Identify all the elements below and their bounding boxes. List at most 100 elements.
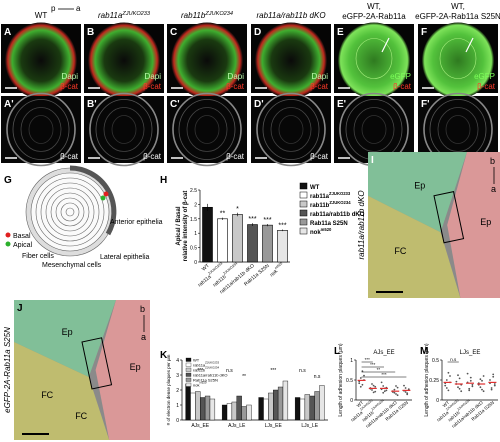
legend-label: rab11a/rab11b dKO bbox=[310, 212, 365, 218]
label-text: rab11b bbox=[181, 11, 206, 20]
bar bbox=[209, 398, 216, 421]
basal-dot bbox=[103, 191, 109, 197]
legend-label: WT bbox=[310, 185, 320, 191]
point bbox=[493, 384, 496, 387]
bar bbox=[247, 224, 258, 263]
significance: *** bbox=[365, 357, 371, 362]
bar bbox=[226, 403, 233, 421]
axis-label: b bbox=[140, 304, 145, 314]
y-axis-label: relative intensity of β-cat bbox=[183, 191, 189, 262]
ring bbox=[186, 107, 228, 152]
panel-header: rab11aZJUKO233 bbox=[98, 11, 151, 20]
lens-core bbox=[439, 38, 477, 79]
diagram-label: Fiber cells bbox=[22, 253, 54, 260]
label-sup: m520 bbox=[199, 381, 206, 385]
lens-core bbox=[355, 38, 393, 79]
lens-layer bbox=[65, 207, 75, 217]
significance: *** bbox=[197, 368, 203, 374]
point bbox=[372, 391, 375, 394]
point bbox=[363, 374, 365, 377]
ring bbox=[172, 92, 242, 167]
stain-label: β-cat bbox=[143, 82, 162, 91]
significance: *** bbox=[381, 372, 387, 377]
point bbox=[492, 375, 495, 378]
bar bbox=[236, 395, 242, 421]
significance: *** bbox=[263, 217, 271, 224]
legend-swatch bbox=[299, 200, 308, 208]
point bbox=[466, 372, 469, 375]
label-text: Rab11a S25N bbox=[193, 378, 218, 383]
ring bbox=[262, 99, 320, 160]
y-tick-label: 2 bbox=[176, 388, 179, 394]
label-text: WT bbox=[356, 400, 365, 408]
label-text: rab11a bbox=[310, 194, 330, 200]
panel-header: eGFP-2A-Rab11a S25N bbox=[415, 12, 500, 21]
x-tick-label: nokm520 bbox=[268, 261, 286, 278]
x-tick-label: WT bbox=[201, 263, 211, 273]
label-sup: ZJUKO233 bbox=[205, 361, 219, 365]
legend-swatch bbox=[185, 367, 192, 372]
significance: *** bbox=[248, 216, 256, 223]
y-tick-label: 0.5 bbox=[432, 358, 439, 364]
ring bbox=[361, 115, 387, 144]
y-tick-label: 1.5 bbox=[190, 217, 197, 223]
ring bbox=[28, 115, 54, 144]
bar bbox=[202, 206, 213, 263]
point bbox=[385, 389, 388, 392]
label-text: WT, bbox=[367, 2, 381, 11]
stain-label: β-cat bbox=[310, 152, 329, 161]
panel-letter: C' bbox=[170, 99, 180, 110]
point bbox=[361, 370, 364, 373]
panel-header: eGFP-2A-Rab11a bbox=[342, 12, 406, 21]
panel-letter: E bbox=[337, 27, 344, 38]
legend-label: Basal bbox=[13, 233, 31, 240]
legend-label: WT bbox=[193, 358, 200, 363]
x-tick-label: AJs_EE bbox=[191, 423, 209, 429]
point bbox=[359, 385, 362, 388]
stain-label: Dapi bbox=[312, 72, 329, 81]
significance: ** bbox=[377, 367, 381, 372]
region-label: Ep bbox=[414, 181, 425, 191]
ring bbox=[256, 92, 326, 167]
lens bbox=[171, 22, 243, 99]
stain-label: β-cat bbox=[310, 82, 329, 91]
y-axis-label: Apical / Basal bbox=[176, 206, 182, 245]
label-sup: ZJUKO234 bbox=[205, 366, 219, 370]
point bbox=[395, 385, 397, 387]
label-text: rab11a bbox=[193, 363, 206, 368]
stain-label: β-cat bbox=[226, 152, 245, 161]
point bbox=[479, 386, 482, 389]
legend-label: Rab11a S25N bbox=[193, 378, 218, 383]
legend-dot bbox=[5, 232, 11, 238]
point bbox=[393, 391, 396, 394]
y-tick-label: 4 bbox=[176, 358, 179, 364]
bar bbox=[258, 397, 264, 421]
point bbox=[468, 387, 471, 390]
label-text: nok bbox=[310, 230, 321, 236]
axis-label: b bbox=[490, 156, 495, 166]
label-text: WT bbox=[193, 358, 200, 363]
point bbox=[490, 387, 493, 389]
legend-label: Rab11a S25N bbox=[310, 221, 348, 227]
side-label: rab11a/rab11b dKO bbox=[357, 190, 366, 259]
legend-swatch bbox=[185, 372, 192, 377]
stain-label: eGFP bbox=[390, 72, 411, 81]
arrow bbox=[465, 37, 474, 53]
region-ep bbox=[14, 300, 116, 377]
label-sup: ZJUKO233 bbox=[121, 11, 151, 17]
panel-letter: B' bbox=[87, 99, 97, 110]
panel-letter: G bbox=[4, 175, 12, 186]
region-label: Ep bbox=[62, 327, 73, 337]
point bbox=[479, 378, 482, 381]
inset-box bbox=[81, 337, 113, 390]
panel-letter: L bbox=[334, 346, 340, 357]
point bbox=[371, 389, 373, 391]
ring bbox=[353, 107, 395, 152]
point bbox=[403, 384, 405, 387]
point bbox=[457, 374, 459, 377]
significance: n.s bbox=[226, 368, 233, 374]
y-tick-label: 0.5 bbox=[346, 378, 353, 384]
bar bbox=[185, 383, 191, 421]
bar bbox=[231, 401, 237, 421]
